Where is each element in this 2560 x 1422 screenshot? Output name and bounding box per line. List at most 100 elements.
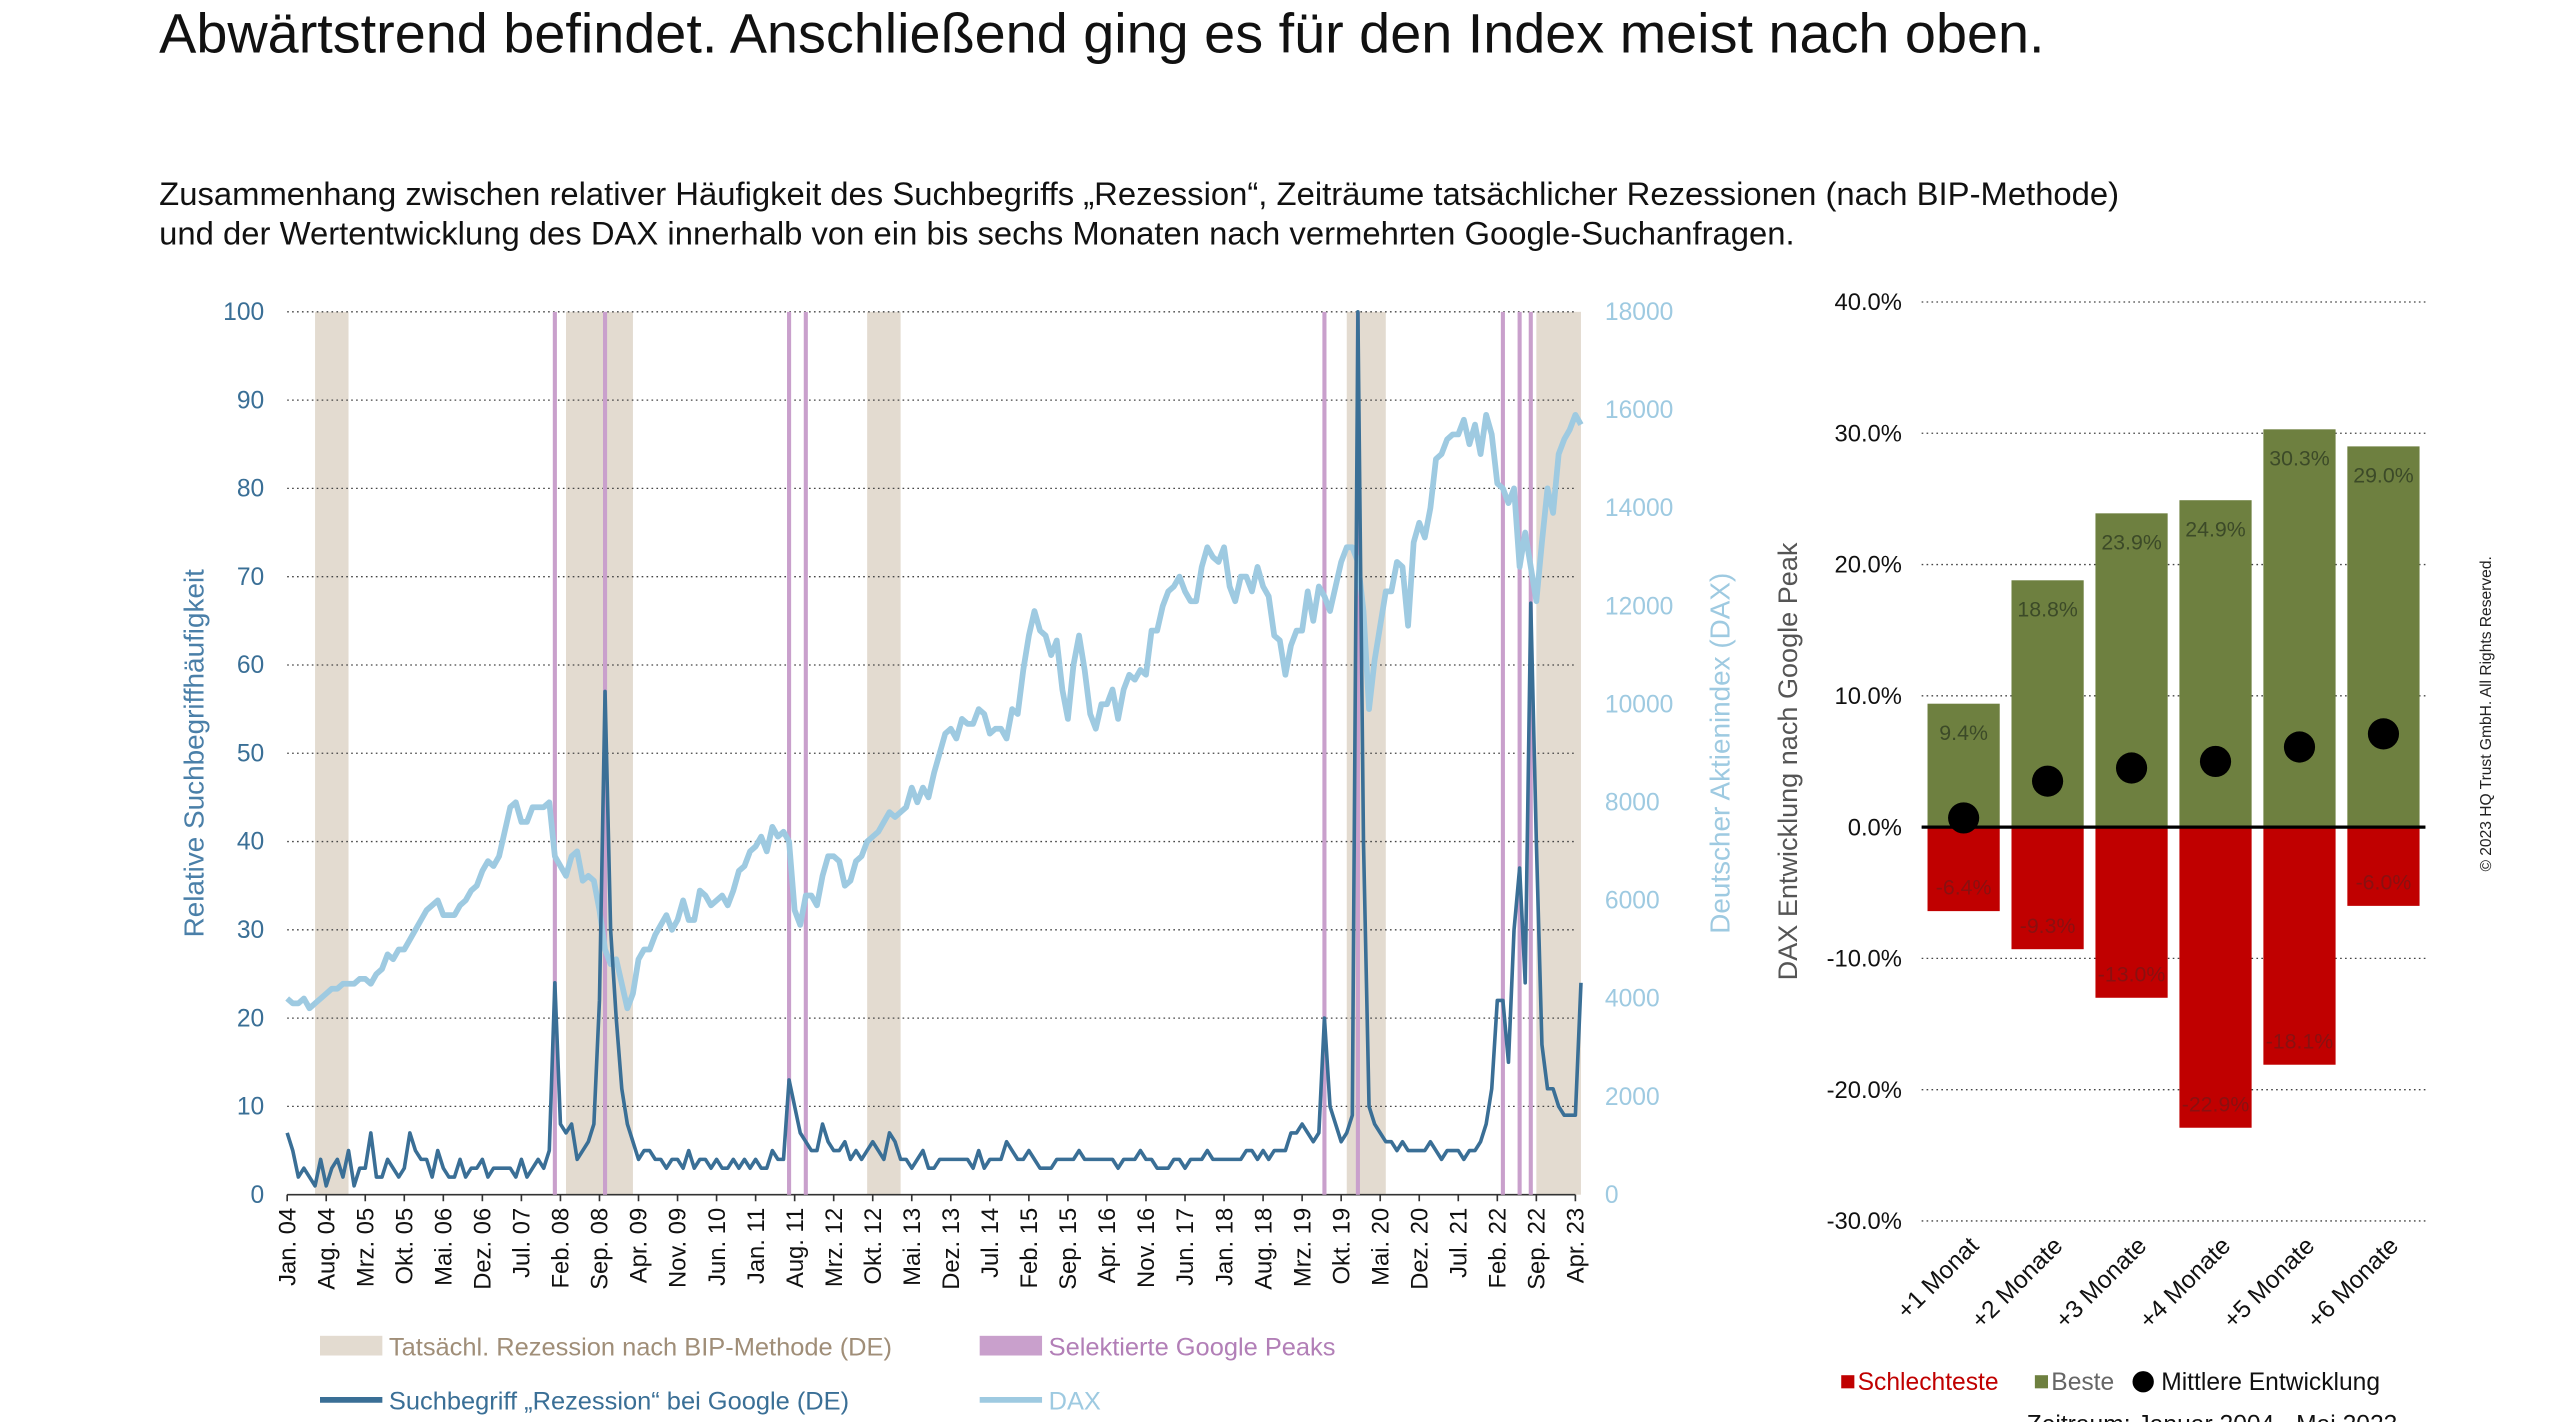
legend-swatch: [1841, 1375, 1855, 1389]
x-tick-label: Okt. 05: [391, 1208, 418, 1285]
y2-tick-label: 16000: [1605, 397, 1673, 424]
subtitle: und der Wertentwicklung des DAX innerhal…: [159, 215, 1795, 252]
x-tick-label: Feb. 22: [1485, 1208, 1512, 1289]
legend-label: Beste: [2051, 1369, 2114, 1396]
y-tick-label: 0: [251, 1182, 265, 1209]
bar: [1927, 827, 2000, 912]
y-tick-label: -20.0%: [1827, 1077, 1902, 1104]
x-tick-label: Jan. 04: [274, 1208, 301, 1286]
x-tick-label: +4 Monate: [2134, 1232, 2236, 1334]
x-tick-label: Aug. 04: [313, 1208, 340, 1290]
y2-tick-label: 14000: [1605, 495, 1673, 522]
bar: [2263, 827, 2336, 1065]
y-tick-label: 100: [223, 299, 264, 326]
legend-label: Mittlere Entwicklung: [2161, 1369, 2380, 1396]
x-tick-label: Apr. 23: [1563, 1208, 1590, 1283]
value-label: -6.0%: [2356, 870, 2412, 894]
legend-swatch: [320, 1335, 383, 1356]
x-tick-label: Sep. 08: [587, 1208, 614, 1290]
value-label: -22.9%: [2182, 1092, 2250, 1116]
x-tick-label: Dez. 13: [938, 1208, 965, 1290]
mean-dot: [2115, 752, 2148, 784]
mean-dot: [2283, 731, 2316, 763]
value-label: 9.4%: [1939, 721, 1988, 745]
mean-dot: [2367, 718, 2400, 750]
y-tick-label: 30.0%: [1835, 420, 1902, 447]
x-tick-label: Apr. 16: [1094, 1208, 1121, 1283]
x-tick-label: Jul. 07: [509, 1208, 536, 1278]
value-label: 23.9%: [2101, 530, 2162, 554]
y-tick-label: 0.0%: [1848, 814, 1902, 841]
bar: [2179, 500, 2252, 828]
value-label: -9.3%: [2020, 914, 2076, 938]
value-label: 24.9%: [2185, 517, 2246, 541]
y2-tick-label: 18000: [1605, 299, 1673, 326]
value-label: -18.1%: [2266, 1029, 2334, 1053]
recession-band: [566, 311, 633, 1195]
headline: Abwärtstrend befindet. Anschließend ging…: [159, 2, 2044, 65]
value-label: 29.0%: [2353, 463, 2414, 487]
bar: [2263, 429, 2336, 828]
x-tick-label: +6 Monate: [2302, 1232, 2404, 1334]
x-tick-label: Mrz. 19: [1289, 1208, 1316, 1287]
y-tick-label: 20: [237, 1005, 264, 1032]
x-tick-label: Jun. 17: [1172, 1208, 1199, 1286]
x-tick-label: Dez. 20: [1406, 1208, 1433, 1290]
mean-dot: [2032, 765, 2064, 797]
y-tick-label: 40.0%: [1835, 289, 1902, 316]
bar: [2011, 827, 2084, 950]
legend-swatch: [979, 1335, 1043, 1356]
value-label: -13.0%: [2098, 962, 2166, 986]
data-line: [285, 411, 1584, 1012]
mean-dot: [2199, 745, 2232, 778]
y-tick-label: 90: [237, 387, 264, 414]
y2-tick-label: 12000: [1605, 593, 1673, 620]
x-tick-label: +2 Monate: [1966, 1232, 2068, 1334]
bar: [2095, 827, 2168, 998]
legend-label: Selektierte Google Peaks: [1049, 1334, 1336, 1362]
y-tick-label: 40: [237, 829, 264, 856]
y-tick-label: 30: [237, 917, 264, 944]
x-tick-label: Jul. 21: [1445, 1208, 1472, 1278]
legend-label: Tatsächl. Rezession nach BIP-Methode (DE…: [389, 1334, 892, 1362]
x-tick-label: Okt. 12: [860, 1208, 887, 1285]
value-label: 18.8%: [2017, 597, 2078, 621]
legend-swatch: [2132, 1371, 2154, 1393]
y-tick-label: 70: [237, 564, 264, 591]
x-tick-label: Mai. 06: [431, 1208, 458, 1286]
y-tick-label: 10: [237, 1094, 264, 1121]
y2-tick-label: 4000: [1605, 986, 1660, 1013]
y-tick-label: 20.0%: [1835, 552, 1902, 579]
y-tick-label: -10.0%: [1827, 946, 1902, 973]
x-tick-label: Apr. 09: [626, 1208, 653, 1283]
x-tick-label: Aug. 18: [1250, 1208, 1277, 1290]
y-axis-label: DAX Entwicklung nach Google Peak: [1772, 542, 1803, 980]
x-tick-label: Dez. 06: [470, 1208, 497, 1290]
value-label: -6.4%: [1936, 876, 1992, 900]
y2-tick-label: 8000: [1605, 790, 1660, 817]
legend-label: Schlechteste: [1858, 1369, 1999, 1396]
x-tick-label: Aug. 11: [782, 1208, 809, 1288]
footnote: Zeitraum: Januar 2004 - Mai 2023: [2027, 1412, 2398, 1422]
x-tick-label: Mai. 20: [1367, 1208, 1394, 1286]
y-tick-label: 50: [237, 740, 264, 767]
y-tick-label: 80: [237, 476, 264, 503]
x-tick-label: +5 Monate: [2218, 1232, 2320, 1334]
legend-label: Suchbegriff „Rezession“ bei Google (DE): [389, 1388, 849, 1416]
legend-swatch: [2034, 1375, 2048, 1389]
x-tick-label: Jan. 18: [1211, 1208, 1238, 1286]
y-axis-label: Relative Suchbegriffhäufigkeit: [178, 569, 209, 938]
x-tick-label: Okt. 19: [1328, 1208, 1355, 1285]
y-tick-label: 10.0%: [1835, 683, 1902, 710]
mean-dot: [1948, 802, 1980, 834]
x-tick-label: Sep. 22: [1524, 1208, 1551, 1290]
x-tick-label: Jul. 14: [977, 1208, 1004, 1278]
x-tick-label: Mrz. 05: [352, 1208, 379, 1287]
x-tick-label: Sep. 15: [1055, 1208, 1082, 1290]
y2-axis-label: Deutscher Aktienindex (DAX): [1705, 573, 1736, 934]
x-tick-label: Nov. 09: [665, 1208, 692, 1288]
x-tick-label: Feb. 15: [1016, 1208, 1043, 1289]
bar: [2347, 446, 2420, 828]
